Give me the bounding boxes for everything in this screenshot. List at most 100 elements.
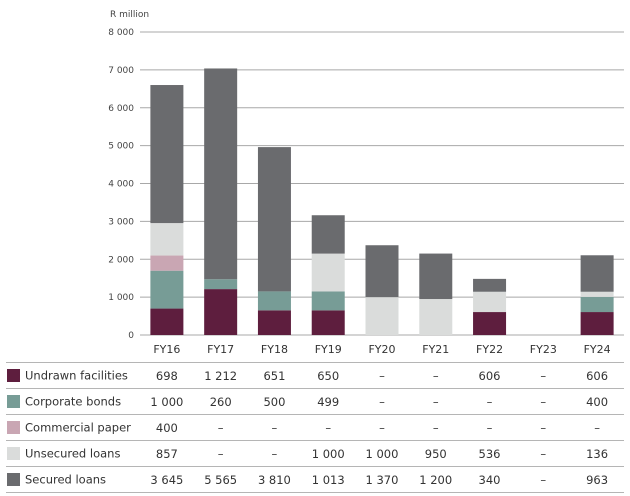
x-category-label: FY22 [476, 343, 503, 356]
legend-label: Secured loans [25, 472, 107, 487]
legend-label: Commercial paper [25, 420, 131, 435]
table-cell: 698 [140, 362, 194, 389]
bar-unsecured-loans [473, 291, 507, 313]
x-category-label: FY23 [530, 343, 557, 356]
legend-label: Undrawn facilities [25, 368, 128, 383]
table-cell: – [462, 388, 517, 415]
x-category-label: FY19 [315, 343, 342, 356]
table-row: Secured loans 3 645 5 565 3 810 1 013 1 370 1 … [6, 466, 624, 493]
table-cell: – [355, 362, 409, 389]
table-cell: 3 810 [247, 466, 302, 493]
bar-secured-loans [150, 85, 184, 224]
bar-undrawn-facilities [473, 312, 507, 335]
table-cell: 606 [462, 362, 517, 389]
bar-secured-loans [311, 215, 345, 254]
table-cell: 1 200 [408, 466, 463, 493]
table-cell: – [301, 414, 356, 441]
table-cell: – [408, 388, 463, 415]
bar-unsecured-loans [150, 223, 184, 256]
table-cell: – [516, 414, 571, 441]
legend-swatch [7, 395, 20, 409]
legend-label: Corporate bonds [25, 394, 122, 409]
table-cell: – [516, 440, 571, 467]
table-cell: 963 [570, 466, 624, 493]
table-cell: 651 [247, 362, 302, 389]
bar-undrawn-facilities [150, 308, 184, 335]
bar-secured-loans [204, 68, 238, 280]
legend-swatch [7, 473, 20, 487]
bar-corporate-bonds [311, 291, 345, 311]
table-cell: – [516, 362, 571, 389]
bar-secured-loans [580, 255, 614, 292]
y-tick-label: 6 000 [108, 104, 134, 114]
table-cell: 950 [408, 440, 463, 467]
table-cell: 340 [462, 466, 517, 493]
table-cell: 260 [193, 388, 248, 415]
table-cell: 536 [462, 440, 517, 467]
table-cell: 606 [570, 362, 624, 389]
y-tick-label: 5 000 [108, 142, 134, 152]
data-table: Undrawn facilities 698 1 212 651 650– –606–60… [6, 362, 624, 493]
table-cell: 1 212 [193, 362, 248, 389]
table-cell: 400 [140, 414, 194, 441]
legend-entry: Secured loans [6, 466, 141, 493]
bar-unsecured-loans [365, 297, 399, 335]
legend-entry: Undrawn facilities [6, 362, 141, 389]
table-cell: 1 000 [355, 440, 409, 467]
table-cell: 5 565 [193, 466, 248, 493]
y-tick-label: 3 000 [108, 217, 134, 227]
table-cell: – [516, 466, 571, 493]
table-cell: – [355, 388, 409, 415]
table-cell: – [355, 414, 409, 441]
table-cell: 1 000 [301, 440, 356, 467]
x-category-labels: FY16 FY17 FY18 FY19 FY20 FY21 FY22 FY23 FY24 [153, 343, 610, 356]
bar-secured-loans [473, 278, 507, 292]
bar-commercial-paper [150, 255, 184, 271]
x-category-label: FY18 [261, 343, 288, 356]
bar-unsecured-loans [419, 299, 453, 335]
bar-secured-loans [257, 147, 291, 292]
bar-undrawn-facilities [580, 312, 614, 335]
x-category-label: FY21 [422, 343, 449, 356]
y-axis-unit-label: R million [110, 10, 149, 20]
table-cell: – [193, 440, 248, 467]
table-cell: – [408, 414, 463, 441]
table-cell: – [247, 440, 302, 467]
bar-undrawn-facilities [257, 310, 291, 335]
legend-entry: Corporate bonds [6, 388, 141, 415]
y-tick-label: 1 000 [108, 293, 134, 303]
legend-swatch [7, 369, 20, 383]
table-row: Corporate bonds 1 000 260 500 499– – – –400 [6, 388, 624, 415]
bars [150, 68, 614, 335]
table-cell: 500 [247, 388, 302, 415]
bar-corporate-bonds [150, 270, 184, 309]
x-category-label: FY24 [584, 343, 611, 356]
x-category-label: FY17 [207, 343, 234, 356]
x-category-label: FY16 [153, 343, 180, 356]
table-cell: – [247, 414, 302, 441]
table-cell: 3 645 [140, 466, 194, 493]
legend-swatch [7, 447, 20, 461]
table-cell: 400 [570, 388, 624, 415]
table-cell: – [462, 414, 517, 441]
table-cell: 1 000 [140, 388, 194, 415]
table-cell: 1 370 [355, 466, 409, 493]
table-cell: 650 [301, 362, 356, 389]
bar-corporate-bonds [257, 291, 291, 311]
bar-secured-loans [365, 245, 399, 298]
x-category-label: FY20 [368, 343, 395, 356]
table-cell: 1 013 [301, 466, 356, 493]
y-tick-label: 7 000 [108, 66, 134, 76]
y-tick-labels: 0 1 000 2 000 3 000 4 000 5 000 6 000 7 000 8 00… [108, 28, 134, 341]
bar-secured-loans [419, 253, 453, 300]
y-tick-label: 8 000 [108, 28, 134, 38]
legend-entry: Commercial paper [6, 414, 141, 441]
table-row: Unsecured loans 857– –1 000 1 000 950 536–136 [6, 440, 624, 467]
legend-entry: Unsecured loans [6, 440, 141, 467]
table-cell: 857 [140, 440, 194, 467]
legend-label: Unsecured loans [25, 446, 121, 461]
bar-corporate-bonds [580, 296, 614, 313]
bar-undrawn-facilities [311, 310, 345, 335]
stacked-bar-chart: R million 0 1 000 2 000 3 000 4 000 5 000 6 00… [108, 10, 624, 356]
y-tick-label: 0 [128, 331, 134, 341]
